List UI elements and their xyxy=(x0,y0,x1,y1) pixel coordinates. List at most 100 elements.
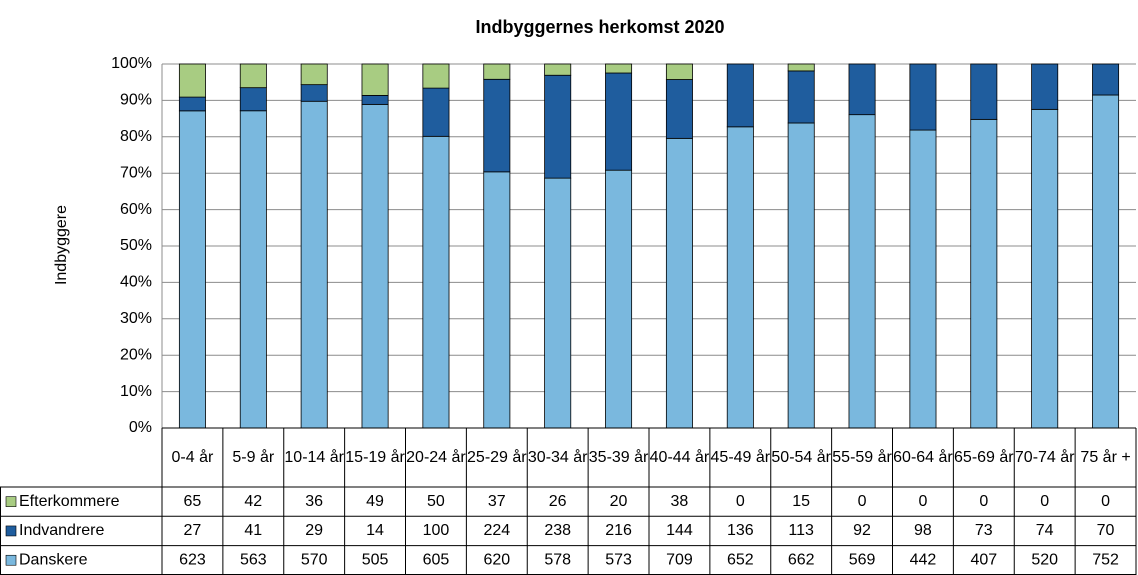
bar-segment xyxy=(605,72,633,171)
table-value: 0 xyxy=(979,493,988,510)
bar-segment xyxy=(544,177,572,429)
bar-segment xyxy=(787,122,815,429)
table-value: 0 xyxy=(918,493,927,510)
table-value: 570 xyxy=(301,551,328,568)
y-tick-label: 90% xyxy=(120,92,152,109)
table-value: 605 xyxy=(423,551,450,568)
bar-segment xyxy=(422,63,450,89)
table-value: 442 xyxy=(910,551,937,568)
table-value: 27 xyxy=(184,522,202,539)
table-value: 49 xyxy=(366,493,384,510)
bar-segment xyxy=(1092,63,1120,96)
x-tick-label-box: 55-59 år xyxy=(832,449,892,466)
x-tick-label-box: 75 år + xyxy=(1080,449,1130,466)
y-tick-label: 50% xyxy=(120,237,152,254)
table-value: 0 xyxy=(858,493,867,510)
legend-swatch xyxy=(5,554,17,566)
table-value: 41 xyxy=(244,522,262,539)
bar-segment xyxy=(239,110,267,429)
table-value: 144 xyxy=(666,522,693,539)
table-value: 752 xyxy=(1092,551,1119,568)
table-value: 652 xyxy=(727,551,754,568)
bar-segment xyxy=(422,87,450,137)
bar-segment xyxy=(909,129,937,429)
bar-segment xyxy=(1031,63,1059,110)
table-value: 0 xyxy=(1040,493,1049,510)
x-tick-label: 65-69 år xyxy=(954,449,1014,466)
y-tick-label: 0% xyxy=(129,419,152,436)
bar-segment xyxy=(300,84,328,102)
bar-segment xyxy=(787,70,815,124)
x-tick-label-box: 5-9 år xyxy=(232,449,274,466)
table-value: 70 xyxy=(1097,522,1115,539)
x-tick-label: 70-74 år xyxy=(1014,449,1075,466)
table-value: 29 xyxy=(305,522,323,539)
bar-segment xyxy=(483,78,511,173)
y-tick-label: 40% xyxy=(120,274,152,291)
bar-segment xyxy=(178,96,206,112)
y-tick-label: 10% xyxy=(120,383,152,400)
x-tick-label-box: 50-54 år xyxy=(771,449,831,466)
table-value: 136 xyxy=(727,522,754,539)
x-tick-label-box: 70-74 år xyxy=(1014,449,1075,466)
table-value: 20 xyxy=(610,493,628,510)
table-value: 15 xyxy=(792,493,810,510)
table-value: 74 xyxy=(1036,522,1054,539)
y-tick-label: 30% xyxy=(120,310,152,327)
bar-segment xyxy=(848,63,876,116)
x-tick-label-box: 15-19 år xyxy=(345,449,405,466)
x-tick-label: 35-39 år xyxy=(588,449,649,466)
y-tick-label: 20% xyxy=(120,346,152,363)
x-tick-label: 20-24 år xyxy=(406,449,466,466)
table-value: 238 xyxy=(544,522,571,539)
x-tick-label-box: 65-69 år xyxy=(954,449,1014,466)
bar-segment xyxy=(178,110,206,429)
legend-label: Efterkommere xyxy=(19,493,120,510)
legend-label: Danskere xyxy=(19,551,88,568)
x-tick-label: 0-4 år xyxy=(171,449,214,466)
x-tick-label: 60-64 år xyxy=(893,449,953,466)
table-value: 36 xyxy=(305,493,323,510)
table-value: 573 xyxy=(605,551,632,568)
x-tick-label-box: 10-14 år xyxy=(284,449,344,466)
bar-segment xyxy=(300,63,328,86)
bar-segment xyxy=(787,63,815,72)
bar-segment xyxy=(1092,94,1120,429)
bar-segment xyxy=(970,118,998,429)
bar-segment xyxy=(483,63,511,80)
x-tick-label: 40-44 år xyxy=(649,449,710,466)
bar-segment xyxy=(970,63,998,120)
bar-segment xyxy=(361,63,389,96)
bar-segment xyxy=(605,169,633,429)
bar-segment xyxy=(178,63,206,98)
bar-segment xyxy=(361,95,389,105)
bar-segment xyxy=(544,63,572,76)
x-tick-label: 15-19 år xyxy=(345,449,405,466)
table-value: 73 xyxy=(975,522,993,539)
table-value: 14 xyxy=(366,522,384,539)
bar-segment xyxy=(300,100,328,429)
legend-swatch xyxy=(5,525,17,537)
x-tick-label-box: 40-44 år xyxy=(649,449,710,466)
bar-segment xyxy=(422,135,450,429)
bar-segment xyxy=(1031,108,1059,429)
x-tick-label: 30-34 år xyxy=(527,449,588,466)
table-value: 563 xyxy=(240,551,267,568)
bar-segment xyxy=(665,79,693,139)
x-tick-label: 45-49 år xyxy=(710,449,771,466)
bar-segment xyxy=(665,137,693,429)
table-value: 578 xyxy=(544,551,571,568)
legend-label: Indvandrere xyxy=(19,522,104,539)
bar-segment xyxy=(726,126,754,429)
table-value: 50 xyxy=(427,493,445,510)
x-tick-label-box: 30-34 år xyxy=(527,449,588,466)
y-tick-label: 100% xyxy=(111,55,152,72)
x-tick-label-box: 60-64 år xyxy=(893,449,953,466)
table-value: 520 xyxy=(1031,551,1058,568)
legend-swatch xyxy=(5,496,17,507)
table-value: 216 xyxy=(605,522,632,539)
table-value: 92 xyxy=(853,522,871,539)
table-value: 0 xyxy=(1101,493,1110,510)
bar-segment xyxy=(361,103,389,429)
